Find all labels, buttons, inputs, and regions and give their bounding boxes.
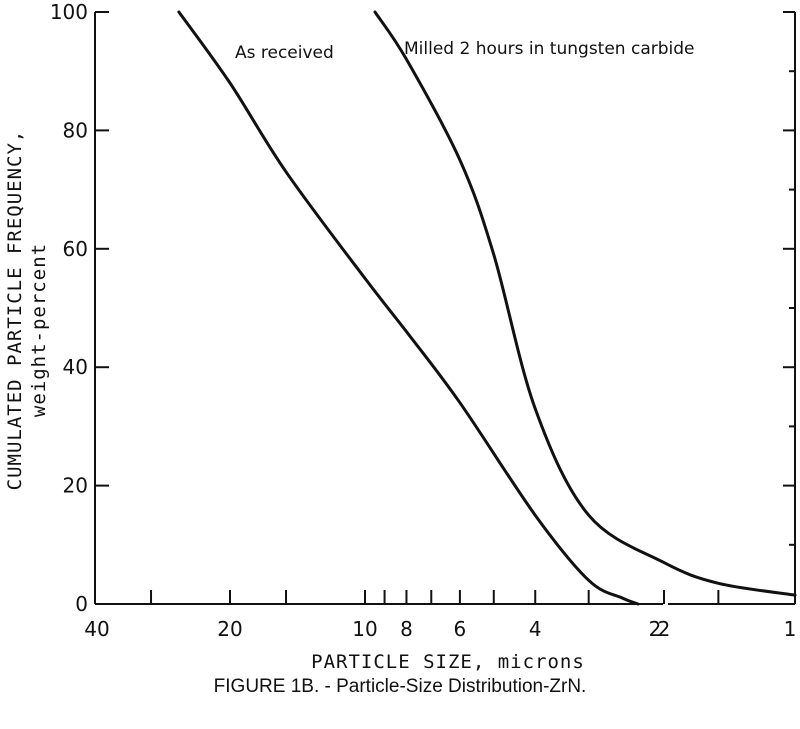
- figure-caption: FIGURE 1B. - Particle-Size Distribution-…: [213, 676, 587, 697]
- series-label-as-received: As received: [235, 43, 334, 63]
- series-label-milled: Milled 2 hours in tungsten carbide: [404, 39, 695, 59]
- x-tick-label-3: 8: [400, 617, 413, 641]
- series-line-milled: [373, 10, 797, 597]
- x-tick-label-7: 2: [658, 617, 671, 641]
- x-tick-label-4: 6: [454, 617, 467, 641]
- series-line-as-received: [177, 10, 640, 606]
- x-tick-label-8: 1: [784, 617, 797, 641]
- y-tick-label-80: 80: [63, 118, 88, 142]
- x-tick-label-2: 10: [352, 617, 377, 641]
- plot-frame: [94, 12, 796, 605]
- x-tick-label-6: 2: [649, 617, 662, 641]
- x-axis-ticks: 40 20 10 8 6 4 22 1: [84, 590, 796, 641]
- y-tick-label-40: 40: [63, 355, 88, 379]
- y-tick-label-60: 60: [63, 237, 88, 261]
- series-curves: [177, 10, 797, 606]
- x-tick-label-5: 4: [529, 617, 542, 641]
- y-tick-label-100: 100: [50, 0, 88, 24]
- x-tick-label-0: 40: [84, 617, 109, 641]
- x-axis-title: PARTICLE SIZE, microns: [311, 651, 585, 673]
- y-axis-ticks: 0 20 40 60 80 100: [50, 0, 795, 616]
- y-tick-label-0: 0: [75, 592, 88, 616]
- x-tick-label-1: 20: [217, 617, 242, 641]
- y-axis-subtitle: weight-percent: [28, 243, 50, 417]
- y-tick-label-20: 20: [63, 474, 88, 498]
- y-axis-title: CUMULATED PARTICLE FREQUENCY,: [4, 130, 26, 491]
